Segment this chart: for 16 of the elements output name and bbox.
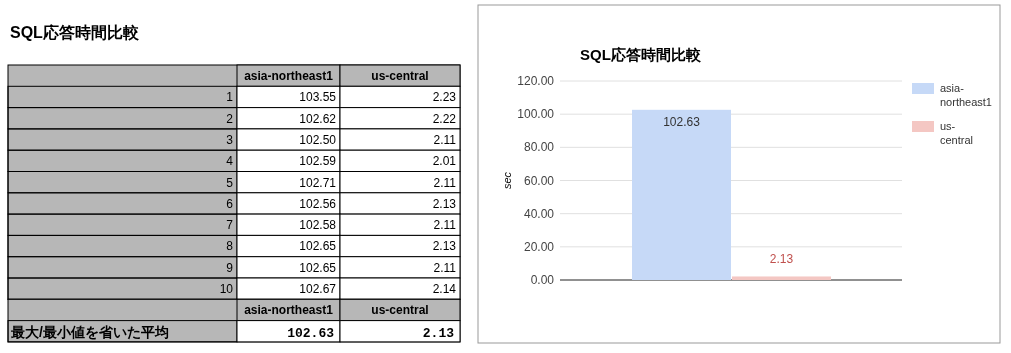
chart-title: SQL応答時間比較 xyxy=(580,46,702,63)
y-tick-label: 120.00 xyxy=(517,74,555,88)
y-tick-label: 60.00 xyxy=(523,173,555,188)
data-label: 2.13 xyxy=(422,325,455,341)
data-label: 102.63 xyxy=(663,114,701,129)
y-tick-label: 20.00 xyxy=(523,239,555,254)
y-tick-label: 0.00 xyxy=(530,273,555,287)
y-axis-title: sec xyxy=(501,171,513,190)
legend-label: us-central xyxy=(940,120,974,146)
data-label: 102.63 xyxy=(287,325,335,341)
text: SQL応答時間比較 xyxy=(10,23,140,41)
y-tick-label: 100.00 xyxy=(517,107,555,122)
y-tick-label: 最大/最小値を省いた平均 xyxy=(10,323,169,340)
data-label: 2.13 xyxy=(769,252,794,267)
y-tick-label: 80.00 xyxy=(523,140,555,155)
y-tick-label: 40.00 xyxy=(523,206,555,221)
